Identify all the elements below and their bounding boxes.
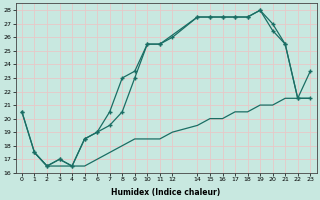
X-axis label: Humidex (Indice chaleur): Humidex (Indice chaleur) (111, 188, 221, 197)
